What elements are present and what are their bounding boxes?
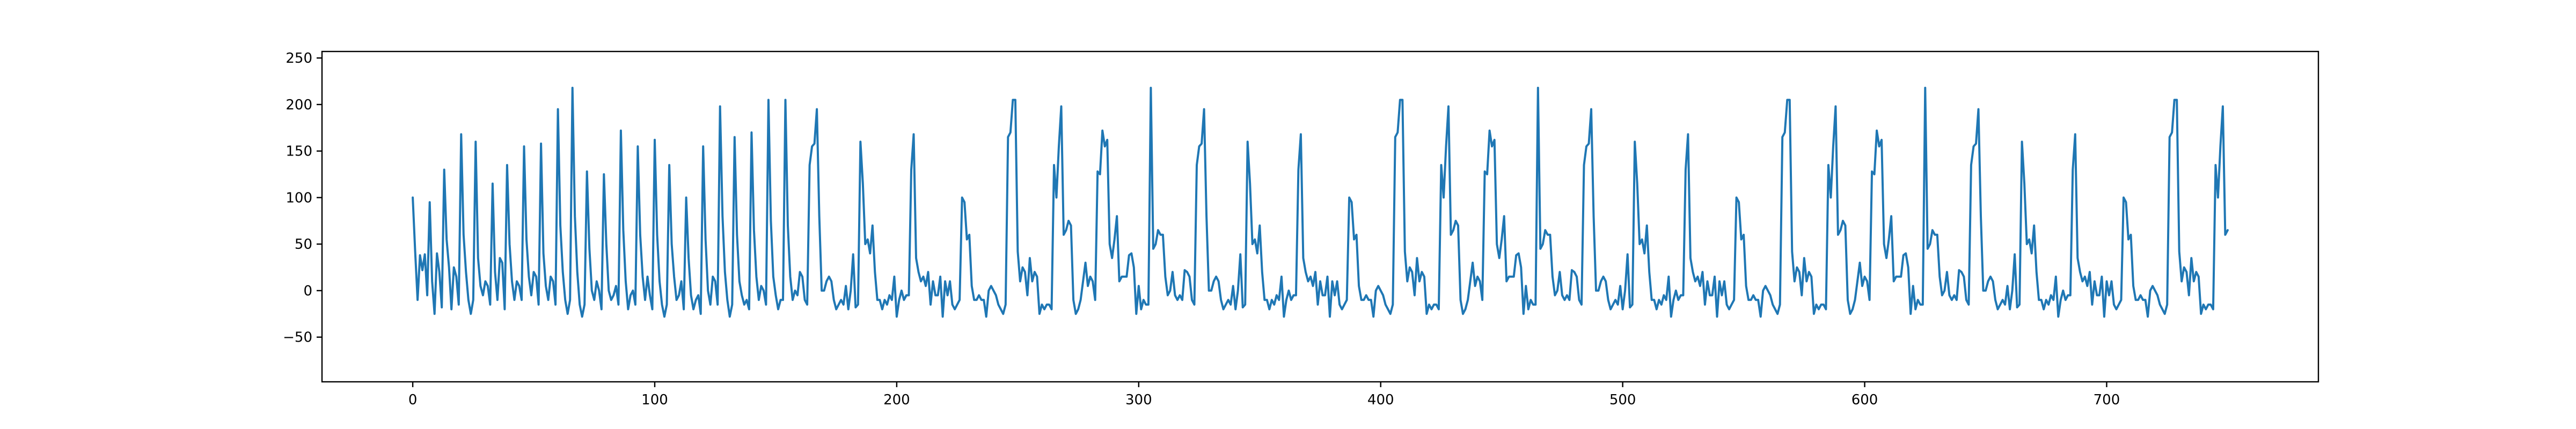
y-axis: −50 0 50 100 150 200 250 xyxy=(283,50,322,346)
y-tick-label: −50 xyxy=(283,330,312,346)
x-tick-label: 600 xyxy=(1851,392,1878,408)
axes-frame xyxy=(321,50,2319,383)
y-tick-label: 150 xyxy=(286,144,312,160)
x-tick-label: 200 xyxy=(883,392,910,408)
x-axis: 0 100 200 300 400 500 600 700 xyxy=(408,382,2120,408)
x-tick-label: 400 xyxy=(1367,392,1394,408)
y-tick-label: 100 xyxy=(286,190,312,206)
x-tick-label: 0 xyxy=(408,392,418,408)
y-tick-label: 0 xyxy=(303,283,312,299)
y-tick-label: 50 xyxy=(295,236,312,253)
plot-area xyxy=(412,86,2229,318)
series-line-0 xyxy=(412,86,2229,318)
x-tick-label: 700 xyxy=(2094,392,2120,408)
x-tick-label: 500 xyxy=(1609,392,1636,408)
x-tick-label: 100 xyxy=(641,392,668,408)
x-tick-label: 300 xyxy=(1125,392,1152,408)
y-tick-label: 250 xyxy=(286,50,312,66)
y-tick-label: 200 xyxy=(286,97,312,113)
